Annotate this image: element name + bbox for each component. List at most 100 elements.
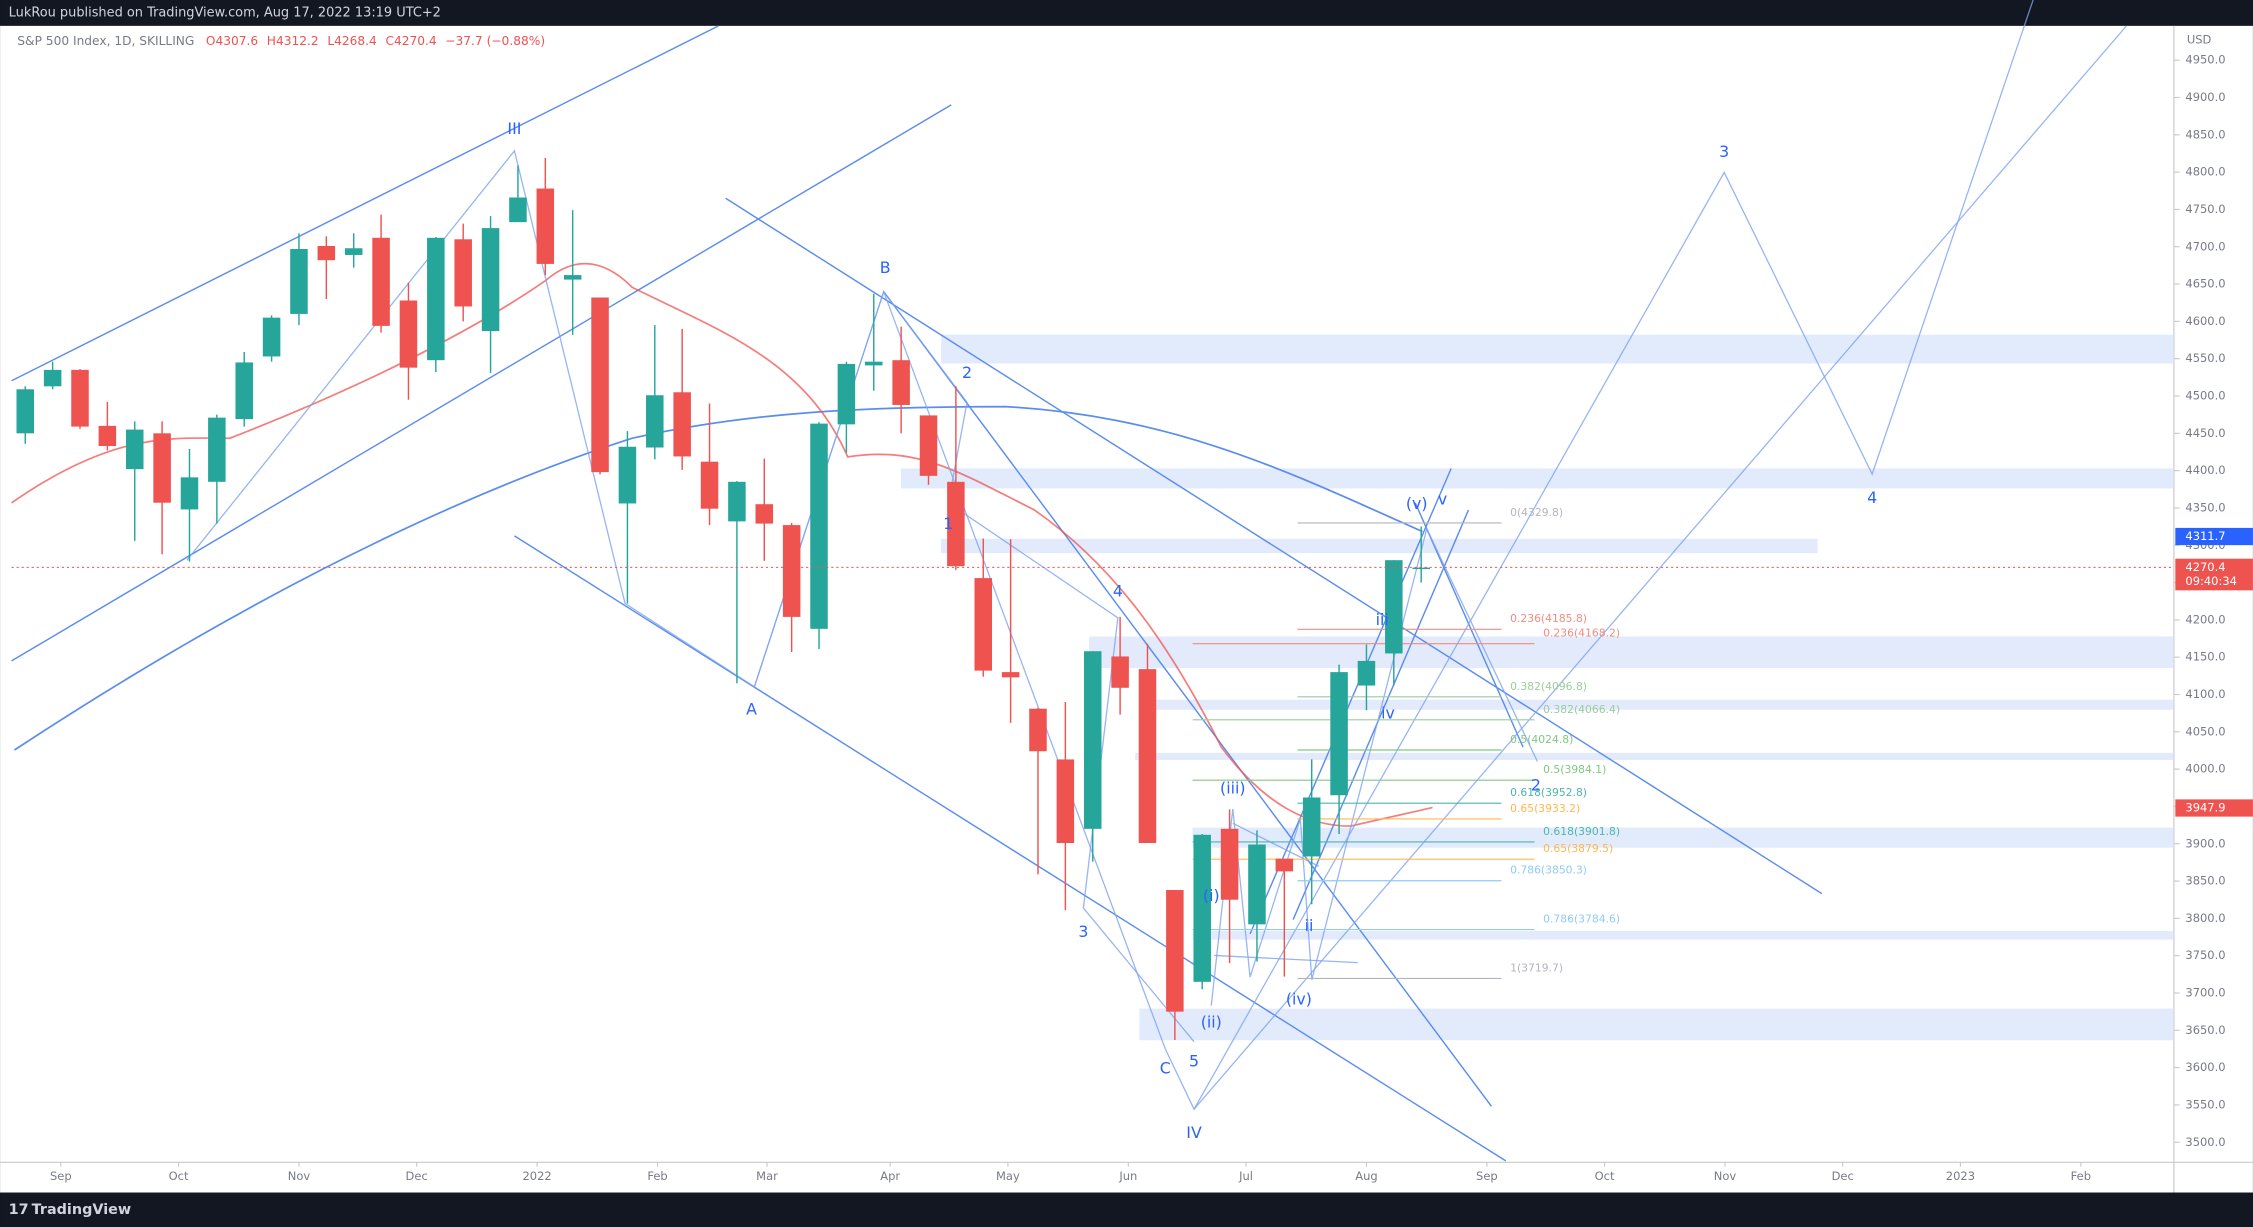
y-tick-label: 3700.0 xyxy=(2185,986,2225,1000)
y-tick-label: 4450.0 xyxy=(2185,426,2225,440)
fib-lines xyxy=(1192,522,1535,980)
wave-label: (v) xyxy=(1406,494,1428,513)
candle-body xyxy=(1029,708,1047,752)
candle-body xyxy=(1001,672,1020,678)
candle-body xyxy=(399,300,418,368)
wave-path xyxy=(1193,25,2127,1110)
candle-body xyxy=(262,317,281,357)
candle-body xyxy=(673,392,691,457)
wave-label: (iv) xyxy=(1286,989,1312,1008)
zone xyxy=(941,334,2174,364)
candle-body xyxy=(1330,672,1348,796)
x-tick-label: Feb xyxy=(647,1169,667,1183)
y-tick-label: 4650.0 xyxy=(2185,277,2225,291)
candle-body xyxy=(865,361,883,366)
ma-badge: 3947.9 xyxy=(2185,801,2225,815)
fib-label: 0.5(4024.8) xyxy=(1510,733,1573,746)
moving-average-200 xyxy=(13,405,1423,751)
wave-label: 2 xyxy=(962,363,972,382)
y-tick-label: 4100.0 xyxy=(2185,687,2225,701)
footer-logo: 17 xyxy=(9,1202,29,1218)
y-tick-label: 3500.0 xyxy=(2185,1135,2225,1149)
candle-body xyxy=(919,415,938,476)
x-tick-label: Jul xyxy=(1238,1169,1253,1183)
wave-label: A xyxy=(746,699,757,718)
wave-label: 4 xyxy=(1867,488,1877,507)
candle-body xyxy=(618,446,637,504)
y-tick-label: 4600.0 xyxy=(2185,314,2225,328)
candle-body xyxy=(1248,844,1266,925)
candle-body xyxy=(1166,890,1184,1012)
x-tick-label: 2022 xyxy=(522,1169,551,1183)
candle-body xyxy=(1275,858,1294,872)
candle-body xyxy=(755,504,774,524)
y-tick-label: 4900.0 xyxy=(2185,90,2225,104)
y-tick-label: 3550.0 xyxy=(2185,1097,2225,1111)
candle-body xyxy=(1357,660,1376,686)
ma-badge-bg xyxy=(2175,799,2253,817)
countdown: 09:40:34 xyxy=(2185,574,2237,588)
candle-body xyxy=(153,433,171,503)
candle-body xyxy=(180,477,199,510)
zone xyxy=(1192,931,2174,940)
candle-body xyxy=(1056,759,1075,844)
x-tick-label: Dec xyxy=(406,1169,428,1183)
candle-body xyxy=(481,228,500,332)
candle-body xyxy=(43,369,62,387)
fib-label: 0.382(4066.4) xyxy=(1543,703,1620,716)
y-tick-label: 4050.0 xyxy=(2185,724,2225,738)
wave-label: (iii) xyxy=(1220,778,1246,797)
legend-value: L4268.4 xyxy=(327,34,377,48)
candle-body xyxy=(591,297,609,473)
y-tick-label: 4850.0 xyxy=(2185,127,2225,141)
candle-body xyxy=(728,481,746,522)
fib-label: 0.236(4185.8) xyxy=(1510,612,1587,625)
y-tick-label: 3900.0 xyxy=(2185,836,2225,850)
trend-line xyxy=(11,104,952,662)
candle-body xyxy=(974,578,993,671)
candle-body xyxy=(1138,669,1157,844)
candle-body xyxy=(700,461,719,509)
candle-body xyxy=(454,239,472,307)
wave-label: 1 xyxy=(943,514,953,533)
price-badge-bg xyxy=(2175,527,2253,546)
fib-label: 0.236(4168.2) xyxy=(1543,627,1620,640)
fib-label: 1(3719.7) xyxy=(1510,961,1563,974)
publisher: LukRou published on TradingView.com, Aug… xyxy=(9,5,441,20)
wave-label: 2 xyxy=(1531,775,1541,794)
fib-label: 0.618(3952.8) xyxy=(1510,786,1587,799)
y-tick-label: 4150.0 xyxy=(2185,650,2225,664)
wave-label: IV xyxy=(1186,1123,1202,1142)
moving-average-50 xyxy=(11,262,1433,828)
fib-label: 0(4329.8) xyxy=(1510,506,1563,519)
candle-body xyxy=(98,425,117,447)
candle-body xyxy=(509,197,527,223)
candle-body xyxy=(536,188,555,264)
y-tick-label: 4750.0 xyxy=(2185,202,2225,216)
zone xyxy=(1149,699,2174,710)
price-badge: 4311.7 xyxy=(2185,529,2225,543)
trend-line xyxy=(725,197,1823,895)
candle-body xyxy=(1412,567,1430,570)
zones xyxy=(900,334,2174,1041)
chart-area xyxy=(0,25,2253,1193)
x-tick-label: Aug xyxy=(1355,1169,1377,1183)
x-tick-label: Sep xyxy=(50,1169,72,1183)
candle-body xyxy=(235,362,253,420)
wave-label: iv xyxy=(1381,704,1395,723)
candle-body xyxy=(810,423,828,629)
candle-body xyxy=(782,525,801,617)
y-tick-label: 3850.0 xyxy=(2185,874,2225,888)
zone xyxy=(1089,636,2174,669)
y-tick-label: 4800.0 xyxy=(2185,165,2225,179)
zone xyxy=(900,468,2174,489)
legend-value: H4312.2 xyxy=(267,34,319,48)
candle-body xyxy=(1083,651,1102,829)
fib-label: 0.786(3850.3) xyxy=(1510,864,1587,877)
candle-body xyxy=(646,395,664,448)
y-tick-label: 3650.0 xyxy=(2185,1023,2225,1037)
wave-label: C xyxy=(1160,1058,1171,1077)
